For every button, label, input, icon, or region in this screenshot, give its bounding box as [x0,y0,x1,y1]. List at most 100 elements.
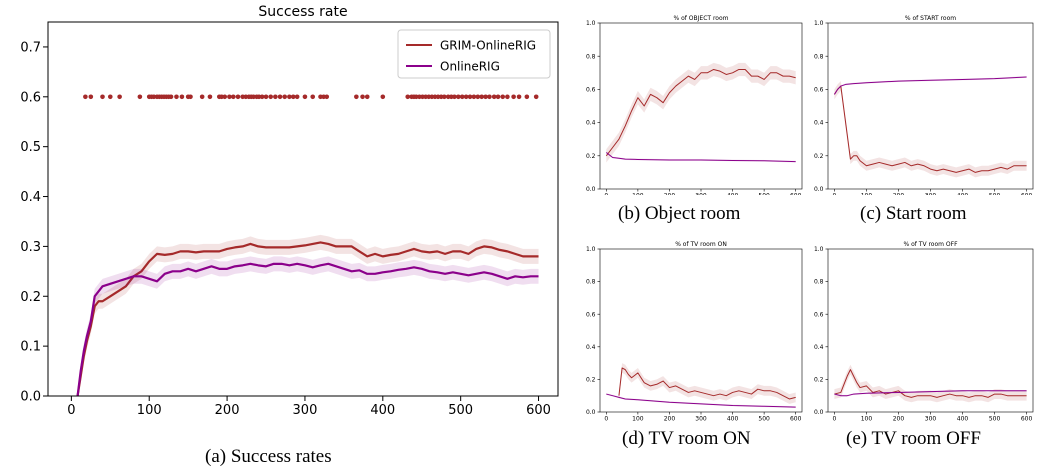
y-tick-label-d-4: 0.8 [586,279,596,286]
x-tick-label-c-4: 400 [957,193,969,196]
scatter-point-5 [137,94,143,100]
x-tick-label-b-5: 500 [758,193,770,196]
chart-svg-c: % of START room 0 100 200 300 400 500 600 0.0 0.2… [814,15,1034,200]
chart-svg-a: Success rate 0 100 200 300 400 500 600 0.0 0.1 0.2… [20,4,559,418]
scatter-point-44 [302,94,308,100]
y-tick-label-a-6: 0.6 [20,90,41,105]
legend-label-1: OnlineRIG [440,60,500,74]
line-series-0-e [834,369,1027,398]
scatter-point-74 [475,94,481,100]
scatter-point-15 [168,94,174,100]
line-series-0-c [833,85,1027,173]
x-tick-label-d-1: 100 [632,416,644,422]
x-tick-label-c-5: 500 [989,193,1001,196]
scatter-point-81 [505,94,510,100]
caption-b: (b) Object room [618,203,741,224]
x-tick-label-c-1: 100 [861,193,873,196]
scatter-point-3 [107,94,113,100]
scatter-point-49 [354,94,359,100]
chart-svg-d: % of TV room ON 0 100 200 300 400 500 600 0.0 0.2… [586,241,803,423]
scatter-point-25 [227,94,232,100]
chart-title-e: % of TV room OFF [903,241,958,248]
x-tick-label-e-4: 400 [957,416,969,422]
band-series-0-c [834,81,1027,178]
scatter-point-20 [199,94,205,100]
y-tick-label-a-0: 0.0 [20,390,41,405]
y-tick-label-e-1: 0.2 [814,377,824,384]
scatter-point-52 [380,94,386,100]
chart-panel-a: Success rate 0 100 200 300 400 500 600 0.0 0.1 0.2… [20,4,559,467]
scatter-point-4 [117,94,122,100]
scatter-point-27 [235,94,241,100]
caption-e: (e) TV room OFF [846,428,981,449]
x-tick-label-b-3: 300 [695,193,707,196]
band-grim-onlinerig-a [77,234,539,396]
x-tick-label-c-2: 200 [893,193,905,196]
y-tick-label-d-2: 0.4 [586,344,596,351]
x-tick-label-b-2: 200 [664,193,676,196]
band-onlinerig-a [77,256,539,396]
scatter-point-69 [456,94,461,100]
scatter-point-71 [463,94,469,100]
chart-panel-b: % of OBJECT room01002003004005006000.00.… [572,10,812,230]
chart-title-d: % of TV room ON [675,241,727,248]
y-tick-label-b-4: 0.8 [586,53,596,60]
chart-panel-e: % of TV room OFF 0 100 200 300 400 500 600 0.0 0.… [800,236,1041,456]
y-tick-label-b-2: 0.4 [586,120,596,127]
band-series-0-b [606,62,796,163]
scatter-point-38 [273,94,278,100]
scatter-point-84 [524,94,530,100]
scatter-point-82 [511,94,516,100]
x-tick-label-e-3: 300 [925,416,937,422]
x-tick-label-a-5: 500 [448,403,473,418]
line-series-0-b [605,68,796,157]
scatter-point-53 [405,94,411,100]
scatter-point-77 [487,94,492,100]
x-tick-label-a-3: 300 [293,403,318,418]
x-tick-label-d-2: 200 [664,416,676,422]
chart-panel-d: % of TV room ON 0 100 200 300 400 500 600 0.0 0.2… [572,236,812,456]
y-tick-label-a-7: 0.7 [20,40,41,55]
x-tick-label-b-1: 100 [632,193,644,196]
scatter-point-45 [310,94,316,100]
scatter-point-70 [459,94,465,100]
scatter-point-1 [88,94,94,100]
scatter-point-39 [277,94,283,100]
line-series-1-c [833,76,1027,95]
y-tick-label-a-3: 0.3 [20,240,41,255]
scatter-point-0 [83,94,88,100]
x-tick-label-b-0: 0 [604,193,608,196]
x-tick-label-a-1: 100 [137,403,162,418]
line-series-0-d [618,367,796,400]
x-tick-label-e-2: 200 [893,416,905,422]
y-tick-label-b-1: 0.2 [586,153,596,160]
x-tick-label-c-6: 600 [1021,193,1033,196]
band-series-1-e [834,389,1027,397]
x-tick-label-e-0: 0 [832,416,836,422]
scatter-point-50 [360,94,365,100]
scatter-point-42 [290,94,296,100]
scatter-point-80 [500,94,506,100]
x-tick-label-a-2: 200 [215,403,240,418]
band-series-0-e [834,364,1027,403]
x-tick-label-d-6: 600 [790,416,802,422]
x-tick-label-d-3: 300 [695,416,707,422]
scatter-point-24 [222,94,228,100]
chart-title-b: % of OBJECT room [674,15,729,22]
scatter-point-76 [483,94,488,100]
x-tick-label-c-0: 0 [832,193,836,196]
scatter-point-48 [324,94,330,100]
x-tick-label-a-4: 400 [370,403,395,418]
scatter-point-78 [491,94,497,100]
line-onlinerig-a [76,262,539,397]
x-tick-label-e-6: 600 [1021,416,1033,422]
scatter-point-26 [231,94,236,100]
scatter-point-75 [479,94,484,100]
caption-d: (d) TV room ON [622,428,751,449]
y-tick-label-d-5: 1.0 [586,246,596,253]
y-tick-label-e-3: 0.6 [814,311,824,318]
caption-a: (a) Success rates [205,446,332,467]
x-tick-label-d-5: 500 [758,416,770,422]
scatter-point-41 [287,94,292,100]
y-tick-label-c-3: 0.6 [814,87,824,94]
